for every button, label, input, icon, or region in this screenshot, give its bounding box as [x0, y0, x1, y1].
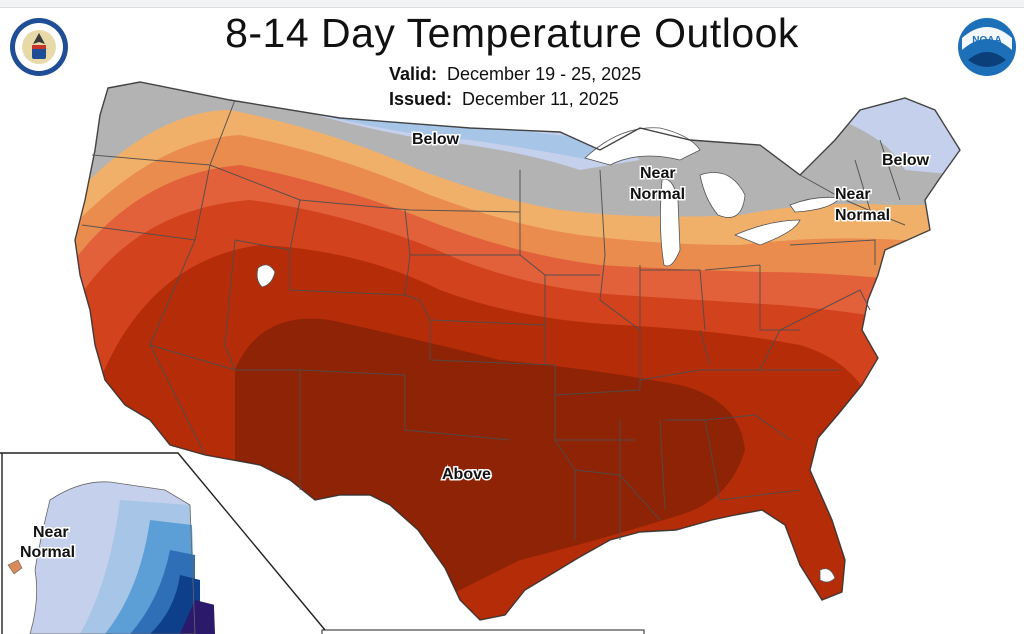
- alaska-inset-border: [0, 452, 326, 631]
- browser-bookmarks-bar: [0, 0, 1024, 8]
- label-northeast-normal: Normal: [835, 207, 890, 224]
- lake-michigan: [660, 178, 681, 267]
- label-great-lakes-normal: Normal: [630, 186, 685, 203]
- noaa-logo-text: NOAA: [972, 35, 1001, 46]
- northeast-below-zone: [840, 90, 960, 175]
- label-south-above: Above: [442, 466, 491, 483]
- noaa-logo: NOAA: [958, 18, 1016, 76]
- lake-superior: [584, 127, 701, 166]
- valid-period: Valid: December 19 - 25, 2025: [389, 64, 641, 85]
- alaska-island: [7, 559, 23, 575]
- label-alaska-near: Near: [33, 524, 69, 541]
- map-title: 8-14 Day Temperature Outlook: [225, 10, 799, 56]
- alaska-inset: Near Normal: [0, 452, 326, 634]
- region-labels: Below Near Normal Below Near Normal Abov…: [411, 130, 932, 485]
- legend-box: [321, 629, 645, 634]
- great-salt-lake: [256, 264, 276, 288]
- lake-okeechobee: [819, 568, 836, 583]
- lake-ontario: [789, 196, 841, 213]
- valid-label: Valid:: [389, 64, 438, 84]
- issued-label: Issued:: [389, 89, 453, 109]
- valid-dates: December 19 - 25, 2025: [447, 64, 642, 84]
- state-boundaries: [74, 81, 961, 621]
- label-great-lakes-near: Near: [640, 165, 676, 182]
- label-alaska-normal: Normal: [20, 544, 75, 561]
- below-zone: [300, 110, 600, 160]
- alaska-below-6: [180, 600, 215, 634]
- great-lakes: [256, 127, 841, 583]
- label-northeast-below: Below: [882, 152, 930, 169]
- issued-date: Issued: December 11, 2025: [389, 89, 619, 110]
- issued-value: December 11, 2025: [462, 89, 619, 109]
- lake-erie: [733, 219, 801, 246]
- label-north-plains-below: Below: [412, 131, 460, 148]
- department-of-commerce-seal: [10, 18, 68, 76]
- lake-huron: [699, 172, 746, 218]
- label-northeast-near: Near: [835, 186, 871, 203]
